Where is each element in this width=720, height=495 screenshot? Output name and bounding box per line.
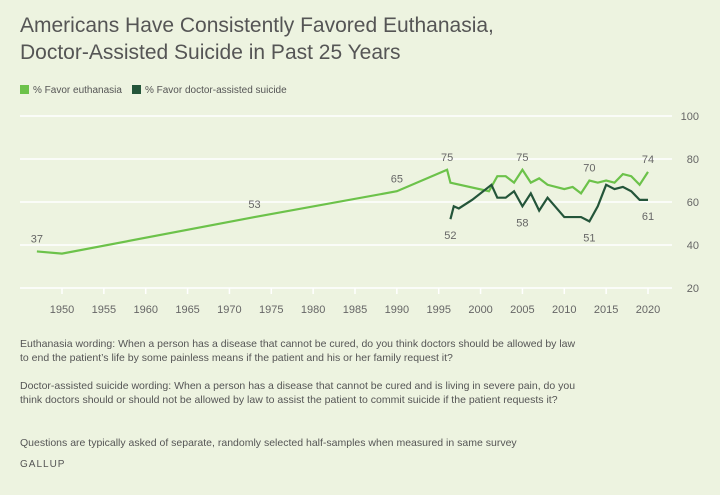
data-label: 74 [642,154,654,166]
x-tick-label: 2000 [468,304,492,316]
y-tick-label: 60 [687,197,699,209]
x-tick-label: 1995 [426,304,450,316]
x-tick-label: 1950 [50,304,74,316]
x-tick-label: 1980 [301,304,325,316]
chart-title: Americans Have Consistently Favored Euth… [20,12,620,66]
legend-label: % Favor doctor-assisted suicide [144,85,287,96]
legend: % Favor euthanasia % Favor doctor-assist… [20,85,287,96]
y-tick-label: 40 [687,240,699,252]
x-tick-label: 1965 [175,304,199,316]
x-tick-label: 1955 [92,304,116,316]
data-label: 70 [583,163,595,175]
data-label: 75 [441,152,453,164]
data-label: 52 [444,230,456,242]
x-tick-label: 1985 [343,304,367,316]
legend-label: % Favor euthanasia [33,85,122,96]
legend-item-euthanasia: % Favor euthanasia [20,85,122,96]
legend-swatch [131,85,141,94]
euthanasia-line [36,167,649,255]
source-label: GALLUP [20,459,66,470]
x-tick-label: 2010 [552,304,576,316]
doctor-assisted-line [449,183,648,223]
plot-area: 20 40 60 80 100 1950 1955 1960 1965 1970 1975 1980 1… [20,111,699,316]
legend-swatch [20,85,29,94]
legend-item-doctor-assisted: % Favor doctor-assisted suicide [131,85,287,96]
y-tick-label: 100 [681,111,699,123]
title-line-1: Americans Have Consistently Favored Euth… [20,14,494,37]
note-half-samples: Questions are typically asked of separat… [20,437,517,449]
data-label: 75 [516,152,528,164]
data-label: 51 [583,232,595,244]
title-line-2: Doctor-Assisted Suicide in Past 25 Years [20,41,401,64]
x-tick-label: 2020 [636,304,660,316]
note-doctor-assisted-wording: Doctor-assisted suicide wording: When a … [20,380,576,406]
data-label: 37 [31,233,43,245]
x-tick-label: 2015 [594,304,618,316]
data-label: 61 [642,211,654,223]
x-tick-label: 1970 [217,304,241,316]
data-label: 65 [391,173,403,185]
data-label: 53 [248,199,260,211]
y-tick-label: 80 [687,154,699,166]
x-tick-label: 1975 [259,304,283,316]
y-tick-label: 20 [687,283,699,295]
x-tick-label: 1960 [133,304,157,316]
x-tick-label: 1990 [385,304,409,316]
x-tick-label: 2005 [510,304,534,316]
note-euthanasia-wording: Euthanasia wording: When a person has a … [20,338,576,364]
data-label: 58 [516,217,528,229]
